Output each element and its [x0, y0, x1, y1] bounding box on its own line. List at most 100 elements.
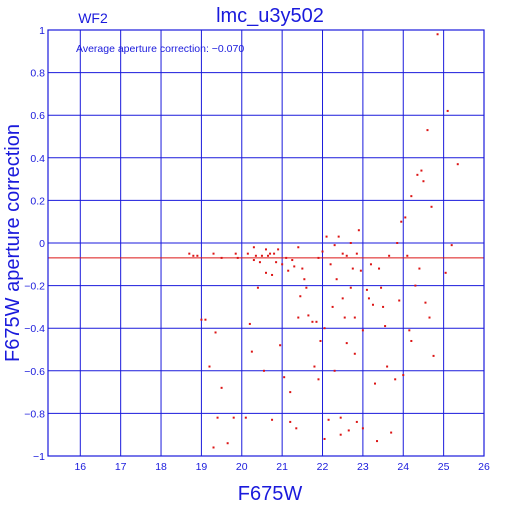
data-point	[291, 259, 294, 262]
x-tick-label: 18	[155, 461, 167, 473]
data-point	[192, 254, 195, 257]
data-point	[220, 256, 223, 259]
data-point	[428, 316, 431, 319]
data-point	[331, 305, 334, 308]
x-tick-label: 22	[317, 461, 329, 473]
data-point	[317, 378, 320, 381]
data-point	[315, 320, 318, 323]
data-point	[303, 278, 306, 281]
data-point	[285, 256, 288, 259]
data-point	[351, 267, 354, 270]
data-point	[188, 252, 191, 255]
data-point	[339, 416, 342, 419]
data-point	[297, 316, 300, 319]
data-point	[333, 369, 336, 372]
data-point	[256, 286, 259, 289]
data-point	[420, 169, 423, 172]
data-point	[446, 109, 449, 112]
data-point	[333, 244, 336, 247]
data-points	[188, 33, 459, 449]
data-point	[394, 378, 397, 381]
data-point	[404, 216, 407, 219]
chart-title: lmc_u3y502	[216, 5, 324, 27]
x-tick-label: 25	[438, 461, 450, 473]
data-point	[396, 242, 399, 244]
x-tick-label: 17	[115, 461, 127, 473]
data-point	[335, 278, 338, 281]
data-point	[359, 269, 362, 272]
y-tick-label: −0.4	[24, 323, 45, 335]
data-point	[262, 369, 265, 372]
data-point	[279, 344, 282, 347]
data-point	[313, 365, 316, 368]
data-point	[287, 269, 290, 272]
y-tick-label: 0.6	[30, 110, 45, 122]
data-point	[273, 252, 276, 255]
data-point	[418, 267, 421, 270]
data-point	[325, 235, 328, 238]
data-point	[260, 254, 263, 257]
data-point	[371, 303, 374, 306]
data-point	[450, 244, 453, 247]
data-point	[345, 254, 348, 257]
data-point	[317, 256, 320, 259]
x-tick-label: 26	[478, 461, 490, 473]
data-point	[369, 263, 372, 266]
data-point	[430, 205, 433, 208]
data-point	[365, 288, 368, 291]
data-point	[408, 329, 411, 332]
data-point	[402, 374, 405, 377]
data-point	[269, 252, 272, 255]
data-point	[410, 339, 413, 342]
data-point	[248, 322, 251, 325]
data-point	[297, 246, 300, 249]
data-point	[361, 329, 364, 332]
x-tick-label: 24	[397, 461, 409, 473]
data-point	[323, 437, 326, 440]
data-point	[382, 305, 385, 308]
data-point	[357, 229, 360, 232]
x-tick-label: 21	[276, 461, 288, 473]
data-point	[384, 325, 387, 328]
y-tick-label: −0.2	[24, 281, 45, 293]
data-point	[374, 382, 376, 385]
data-point	[265, 271, 267, 274]
data-point	[275, 261, 278, 264]
data-point	[234, 252, 237, 255]
y-axis-label: F675W aperture correction	[2, 124, 24, 362]
data-point	[252, 246, 255, 249]
data-point	[214, 331, 217, 334]
data-point	[341, 297, 344, 300]
data-point	[414, 284, 417, 287]
tick-labels: 16 17 18 19 20 21 22 23 24 25 26 −1 −0.8 −0.6 −0.4 −0.2…	[24, 25, 490, 473]
data-point	[232, 416, 235, 419]
x-tick-label: 20	[236, 461, 248, 473]
data-point	[321, 250, 324, 253]
data-point	[216, 416, 219, 419]
y-tick-label: −0.8	[24, 408, 45, 420]
data-point	[376, 440, 379, 443]
data-point	[254, 254, 257, 257]
data-point	[400, 220, 403, 223]
data-point	[246, 252, 249, 255]
data-point	[349, 286, 352, 289]
x-axis-label: F675W	[238, 483, 303, 505]
data-point	[388, 254, 391, 257]
data-point	[444, 271, 447, 274]
data-point	[236, 256, 239, 259]
data-point	[436, 33, 439, 36]
data-point	[361, 427, 364, 430]
data-point	[283, 376, 286, 379]
y-tick-label: 0	[39, 238, 45, 250]
data-point	[311, 320, 314, 323]
data-point	[380, 286, 383, 289]
plot-frame	[47, 29, 485, 457]
data-point	[456, 163, 459, 166]
data-point	[327, 418, 330, 421]
data-point	[426, 129, 429, 132]
data-point	[196, 254, 199, 257]
data-point	[299, 295, 302, 298]
data-point	[277, 248, 280, 251]
x-tick-label: 19	[196, 461, 208, 473]
data-point	[289, 420, 292, 423]
